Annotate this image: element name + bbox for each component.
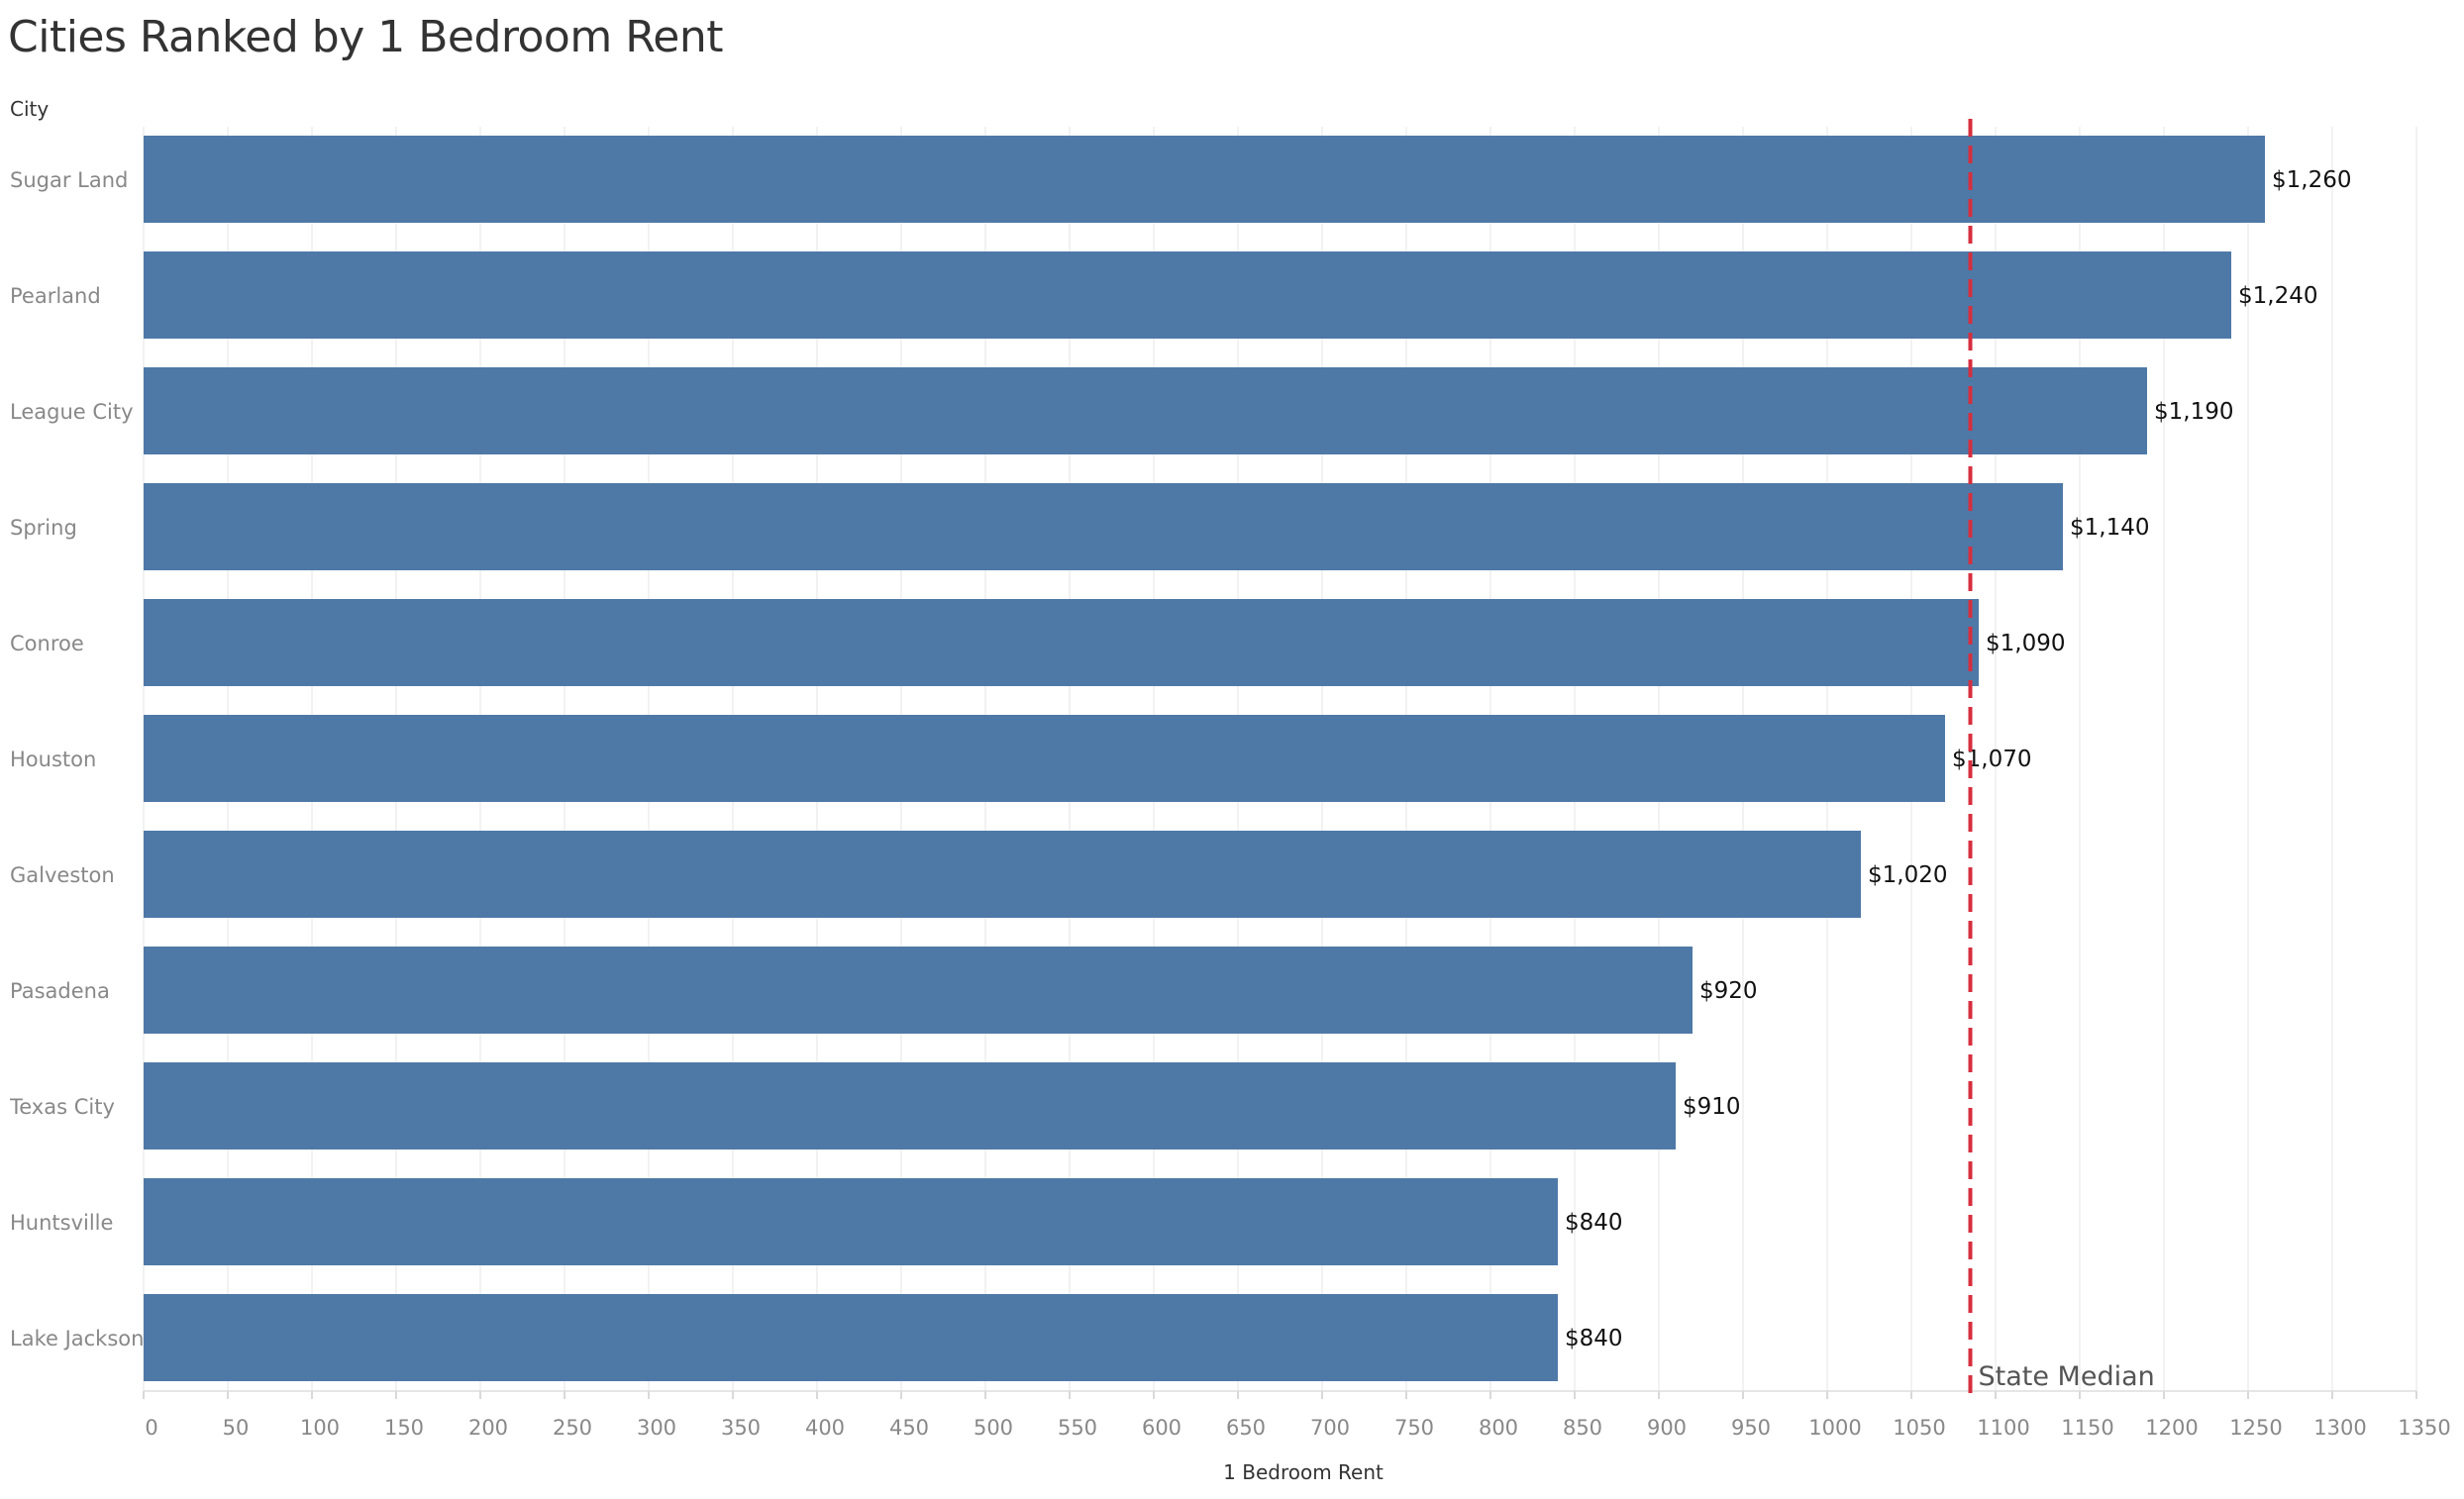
value-label: $1,020 [1868,862,1947,888]
x-tick-label: 1050 [1893,1416,1945,1440]
x-tick-label: 800 [1479,1416,1518,1440]
x-tick-label: 450 [889,1416,929,1440]
x-tick-label: 1350 [2398,1416,2450,1440]
value-label: $840 [1565,1326,1623,1351]
category-label: League City [10,400,134,424]
x-tick-label: 1200 [2145,1416,2198,1440]
x-tick-label: 1250 [2229,1416,2282,1440]
x-tick-label: 550 [1058,1416,1097,1440]
x-tick-label: 350 [721,1416,761,1440]
x-tick-label: 600 [1142,1416,1181,1440]
x-tick-label: 850 [1563,1416,1602,1440]
category-label: Texas City [9,1095,115,1119]
x-tick-label: 650 [1226,1416,1266,1440]
x-axis-ticks: 0 50 100 150 200 250 300 350 400 450 500 550 600 650 7… [143,1390,2451,1440]
x-tick-label: 50 [223,1416,250,1440]
x-tick-label: 150 [384,1416,424,1440]
category-label: Sugar Land [10,168,128,192]
value-label: $1,070 [1952,747,2031,772]
x-tick-label: 950 [1731,1416,1771,1440]
x-tick-label: 500 [974,1416,1013,1440]
value-label: $1,190 [2154,399,2233,425]
reference-line-label: State Median [1979,1361,2155,1392]
value-label: $1,260 [2272,167,2351,193]
bar [144,599,1979,686]
bar [144,251,2231,339]
x-tick-label: 400 [805,1416,845,1440]
x-tick-label: 1000 [1808,1416,1861,1440]
x-tick-label: 1100 [1977,1416,2029,1440]
bar [144,483,2063,570]
value-label: $910 [1683,1094,1741,1120]
x-tick-label: 750 [1394,1416,1434,1440]
category-label: Pasadena [10,979,110,1003]
bar [144,1178,1558,1265]
bar [144,367,2147,454]
x-tick-label: 250 [553,1416,592,1440]
x-tick-label: 700 [1310,1416,1350,1440]
bar [144,947,1693,1034]
category-label: Spring [10,516,77,540]
category-label: Houston [10,748,96,771]
chart-title: Cities Ranked by 1 Bedroom Rent [8,12,724,62]
category-label: Huntsville [10,1211,113,1235]
bars-group: Sugar Land $1,260 Pearland $1,240 League Cit… [9,136,2351,1381]
x-axis-title: 1 Bedroom Rent [1223,1460,1384,1484]
x-tick-label: 1150 [2061,1416,2113,1440]
x-tick-label: 1300 [2313,1416,2366,1440]
value-label: $840 [1565,1210,1623,1236]
x-tick-label: 200 [468,1416,508,1440]
category-label: Galveston [10,863,115,887]
x-tick-label: 100 [300,1416,340,1440]
value-label: $1,140 [2070,515,2149,541]
x-tick-label: 900 [1647,1416,1687,1440]
value-label: $1,240 [2238,283,2317,309]
bar [144,136,2265,223]
reference-line-group: State Median [1968,119,2155,1396]
category-label: Lake Jackson [10,1327,144,1350]
x-tick-label: 300 [637,1416,676,1440]
bar [144,715,1945,802]
x-tick-label: 0 [145,1416,157,1440]
value-label: $1,090 [1986,631,2065,656]
bar [144,1062,1676,1149]
category-label: Conroe [10,632,84,655]
value-label: $920 [1699,978,1758,1004]
bar [144,1294,1558,1381]
category-label: Pearland [10,284,101,308]
dimension-header: City [10,97,49,121]
bar [144,831,1861,918]
